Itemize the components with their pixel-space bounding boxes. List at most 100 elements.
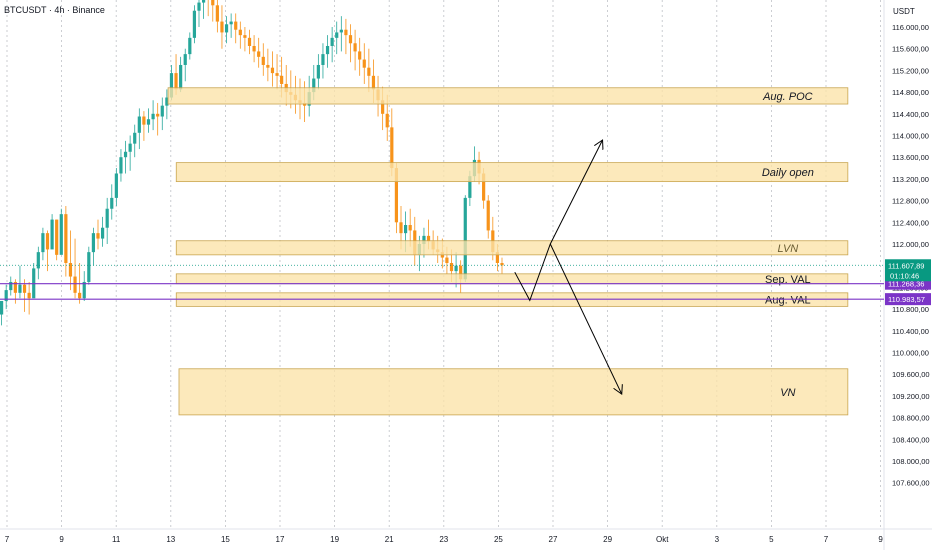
candle-body <box>330 37 334 46</box>
x-tick-label: 15 <box>221 535 230 544</box>
candle-body <box>229 21 233 25</box>
candle-body <box>247 37 252 46</box>
candle-body <box>50 219 54 250</box>
candle-body <box>358 51 362 60</box>
zone-label: VN <box>780 387 795 399</box>
candle-body <box>243 35 247 38</box>
candle-body <box>266 64 270 68</box>
x-tick-label: 3 <box>715 535 720 544</box>
candle-body <box>4 290 8 301</box>
candle-body <box>312 78 316 93</box>
candle-body <box>353 43 357 52</box>
candle-body <box>165 97 169 106</box>
candle-body <box>41 233 45 253</box>
candle-body <box>0 300 4 315</box>
candle-body <box>234 21 238 30</box>
candle-body <box>27 292 31 299</box>
candle-body <box>45 233 50 250</box>
candle-body <box>495 252 500 263</box>
y-tick-label: 113.600,00 <box>892 153 929 162</box>
candle-body <box>270 67 275 74</box>
y-tick-label: 115.600,00 <box>892 45 929 54</box>
x-tick-label: 7 <box>824 535 829 544</box>
candle-body <box>220 21 224 33</box>
candle-body <box>174 73 178 90</box>
candle-body <box>105 208 109 228</box>
x-tick-label: 13 <box>166 535 175 544</box>
candle-body <box>394 168 399 223</box>
candle-body <box>188 37 192 55</box>
candle-body <box>36 252 40 269</box>
candle-body <box>486 200 490 231</box>
horizontal-lines <box>0 264 884 300</box>
candle-body <box>146 119 151 125</box>
level-price-label: 110.983,57 <box>888 295 925 304</box>
candle-body <box>128 143 132 152</box>
candle-body <box>459 265 463 280</box>
candle-body <box>18 284 22 293</box>
last-price-label: 111.607,89 <box>888 261 924 270</box>
candle-body <box>100 227 105 239</box>
candle-body <box>445 257 449 263</box>
candle-body <box>280 75 284 84</box>
projection-path <box>549 243 621 393</box>
candle-body <box>316 64 320 79</box>
y-tick-label: 109.600,00 <box>892 370 930 379</box>
candle-body <box>142 116 146 125</box>
candle-body <box>335 32 339 38</box>
candle-body <box>73 276 77 293</box>
candle-body <box>215 5 219 22</box>
candle-body <box>192 10 197 38</box>
candle-body <box>371 75 376 90</box>
candle-body <box>91 233 96 253</box>
candle-body <box>367 67 371 76</box>
x-tick-label: Okt <box>656 535 669 544</box>
candle-body <box>408 225 412 231</box>
candle-body <box>179 64 183 90</box>
x-tick-label: 5 <box>769 535 774 544</box>
candle-body <box>114 173 118 198</box>
y-tick-label: 108.400,00 <box>892 435 930 444</box>
y-tick-label: 107.600,00 <box>892 479 930 488</box>
candle-body <box>344 29 348 36</box>
price-axis[interactable]: 116.000,00 115.600,00 115.200,00 114.800,00… <box>885 23 931 488</box>
candle-body <box>22 284 27 293</box>
zone-box <box>175 162 849 183</box>
candle-body <box>123 151 128 158</box>
candle-body <box>55 219 59 255</box>
candle-body <box>9 281 13 291</box>
zone-box <box>178 368 849 416</box>
x-tick-label: 7 <box>5 535 10 544</box>
candle-body <box>169 73 174 98</box>
candle-body <box>321 54 325 65</box>
candle-body <box>500 262 504 266</box>
candle-body <box>68 262 73 277</box>
candle-body <box>399 222 403 234</box>
zone-label: Aug. VAL <box>765 295 811 307</box>
candle-body <box>119 157 123 174</box>
candle-body <box>238 29 242 36</box>
countdown-label: 01:10:46 <box>890 271 919 280</box>
chart-title: BTCUSDT · 4h · Binance <box>4 5 105 15</box>
x-tick-label: 21 <box>385 535 394 544</box>
candle-body <box>390 127 394 169</box>
x-tick-label: 9 <box>878 535 883 544</box>
candle-body <box>403 225 408 234</box>
level-price-tag <box>885 293 931 306</box>
projection-arrows <box>514 141 622 393</box>
candle-body <box>183 54 187 65</box>
candle-body <box>252 45 256 52</box>
candle-body <box>468 176 472 198</box>
y-tick-label: 116.000,00 <box>892 23 929 32</box>
time-axis[interactable]: 7 9 11 13 15 17 19 21 23 25 27 29 Okt 3 5 7 9 <box>5 535 884 544</box>
candle-body <box>261 56 265 65</box>
y-tick-label: 114.000,00 <box>892 132 929 141</box>
candle-body <box>362 59 366 68</box>
y-tick-label: 109.200,00 <box>892 392 930 401</box>
candle-body <box>339 29 343 33</box>
candle-body <box>110 197 114 209</box>
candle-body <box>156 113 160 117</box>
candle-body <box>13 281 17 293</box>
